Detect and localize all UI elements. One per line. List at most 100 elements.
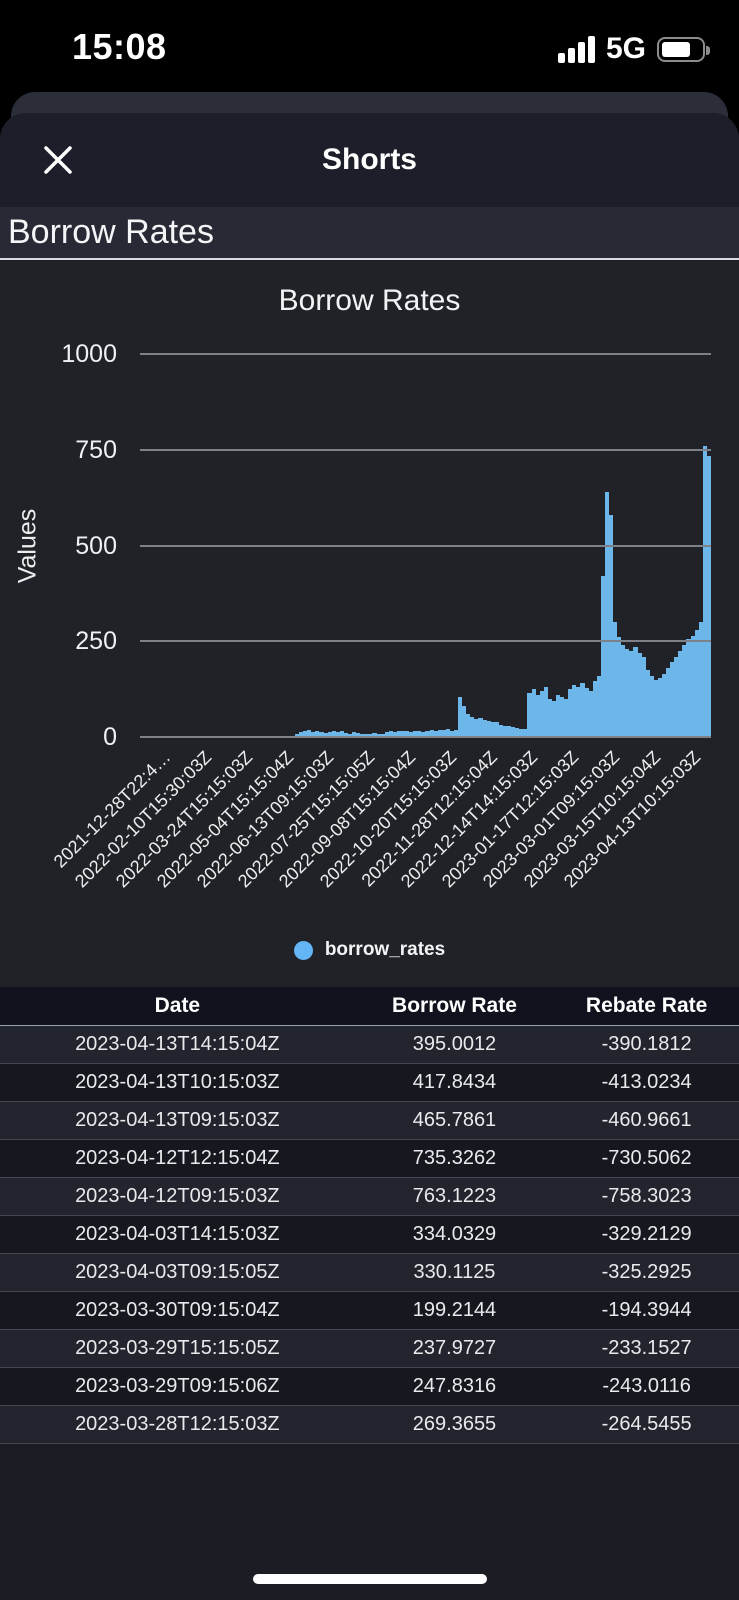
chart-title: Borrow Rates xyxy=(278,284,461,317)
bar xyxy=(372,733,377,737)
rates-table: Date Borrow Rate Rebate Rate 2023-04-13T14… xyxy=(0,987,739,1444)
bar xyxy=(331,730,336,737)
bar xyxy=(527,692,532,737)
bar xyxy=(490,721,495,737)
table-header-cell: Borrow Rate xyxy=(354,987,555,1026)
bar xyxy=(519,728,524,737)
bar xyxy=(551,700,556,737)
bar xyxy=(608,514,614,737)
bar xyxy=(572,685,577,737)
bar xyxy=(494,722,499,737)
close-icon xyxy=(44,146,72,174)
table-row[interactable]: 2023-03-29T15:15:05Z 237.9727 -233.1527 xyxy=(0,1329,739,1368)
bar xyxy=(425,730,430,737)
table-cell: 465.7861 xyxy=(354,1101,555,1140)
bar xyxy=(413,730,418,737)
bar xyxy=(445,729,450,737)
table-header-cell: Rebate Rate xyxy=(554,987,739,1026)
bar xyxy=(380,733,385,737)
table-cell: 247.8316 xyxy=(354,1367,555,1406)
table-cell: 417.8434 xyxy=(354,1063,555,1102)
bar xyxy=(702,445,707,737)
section-title: Borrow Rates xyxy=(8,213,214,251)
bar xyxy=(417,731,422,737)
bar xyxy=(343,732,348,737)
bar xyxy=(360,734,365,737)
bar xyxy=(629,650,634,737)
gridline xyxy=(140,544,711,547)
table-row[interactable]: 2023-04-13T09:15:03Z 465.7861 -460.9661 xyxy=(0,1101,739,1140)
bar xyxy=(670,662,675,737)
chart-legend[interactable]: borrow_rates xyxy=(0,939,739,961)
bar xyxy=(502,725,508,737)
bar xyxy=(641,656,646,737)
bar xyxy=(335,732,340,737)
bar xyxy=(682,645,687,737)
x-axis-labels: 2021-12-28T22:4… 2022-02-10T15:30:03Z 2022… xyxy=(50,747,705,892)
bar xyxy=(307,730,312,737)
table-cell: -730.5062 xyxy=(554,1139,739,1178)
bar xyxy=(539,691,544,737)
bar xyxy=(588,691,593,737)
y-axis-tick-label: 500 xyxy=(75,531,117,560)
bar xyxy=(511,727,516,737)
status-icons: 5G xyxy=(557,32,711,66)
bar xyxy=(392,731,397,737)
table-body: 2023-04-13T14:15:04Z 395.0012 -390.1812 202… xyxy=(0,1025,739,1444)
bar xyxy=(564,699,569,737)
gridline xyxy=(140,448,711,451)
table-cell: 2023-03-30T09:15:04Z xyxy=(0,1291,355,1330)
status-bar: 15:08 5G xyxy=(0,0,739,92)
table-cell: 269.3655 xyxy=(354,1405,555,1444)
bar xyxy=(311,731,316,737)
table-header-row: Date Borrow Rate Rebate Rate xyxy=(0,987,739,1026)
bar xyxy=(653,679,658,737)
bar xyxy=(466,714,471,737)
bar xyxy=(462,706,467,737)
table-row[interactable]: 2023-03-28T12:15:03Z 269.3655 -264.5455 xyxy=(0,1405,739,1444)
bar xyxy=(441,730,446,737)
table-cell: 2023-03-29T09:15:06Z xyxy=(0,1367,355,1406)
table-row[interactable]: 2023-04-12T09:15:03Z 763.1223 -758.3023 xyxy=(0,1177,739,1216)
bar xyxy=(356,733,361,737)
bar xyxy=(621,645,626,737)
table-row[interactable]: 2023-03-30T09:15:04Z 199.2144 -194.3944 xyxy=(0,1291,739,1330)
bar xyxy=(449,730,455,737)
legend-dot-icon xyxy=(293,940,313,960)
bar xyxy=(405,730,410,737)
table-cell: 2023-04-13T09:15:03Z xyxy=(0,1101,355,1140)
bar xyxy=(507,726,512,737)
bar xyxy=(482,719,487,737)
sheet-header: Shorts xyxy=(0,113,739,207)
table-cell: -758.3023 xyxy=(554,1177,739,1216)
y-axis-tick-label: 250 xyxy=(75,627,117,656)
table-cell: 199.2144 xyxy=(354,1291,555,1330)
bar xyxy=(531,689,536,737)
home-indicator[interactable] xyxy=(252,1574,487,1584)
table-row[interactable]: 2023-03-29T09:15:06Z 247.8316 -243.0116 xyxy=(0,1367,739,1406)
bar xyxy=(633,647,638,737)
table-row[interactable]: 2023-04-13T14:15:04Z 395.0012 -390.1812 xyxy=(0,1025,739,1064)
bar xyxy=(596,675,601,737)
bar xyxy=(678,650,683,737)
table-row[interactable]: 2023-04-03T14:15:03Z 334.0329 -329.2129 xyxy=(0,1215,739,1254)
section-title-bar: Borrow Rates xyxy=(0,207,739,260)
table-cell: 2023-04-03T09:15:05Z xyxy=(0,1253,355,1292)
table-cell: -460.9661 xyxy=(554,1101,739,1140)
table-row[interactable]: 2023-04-13T10:15:03Z 417.8434 -413.0234 xyxy=(0,1063,739,1102)
close-button[interactable] xyxy=(34,136,82,184)
chart-section: Borrow Rates Values 2021-12-28T22:4… 2022… xyxy=(0,260,739,987)
bar xyxy=(535,694,540,737)
bar xyxy=(498,724,503,737)
bar xyxy=(433,730,438,737)
bar xyxy=(662,673,667,737)
table-cell: -329.2129 xyxy=(554,1215,739,1254)
table-row[interactable]: 2023-04-12T12:15:04Z 735.3262 -730.5062 xyxy=(0,1139,739,1178)
shorts-modal-sheet: Shorts Borrow Rates Borrow Rates Values … xyxy=(0,113,739,1600)
y-axis-tick-label: 0 xyxy=(103,723,117,751)
bar xyxy=(625,648,630,737)
table-row[interactable]: 2023-04-03T09:15:05Z 330.1125 -325.2925 xyxy=(0,1253,739,1292)
bar xyxy=(486,720,491,737)
table-cell: 2023-04-03T14:15:03Z xyxy=(0,1215,355,1254)
